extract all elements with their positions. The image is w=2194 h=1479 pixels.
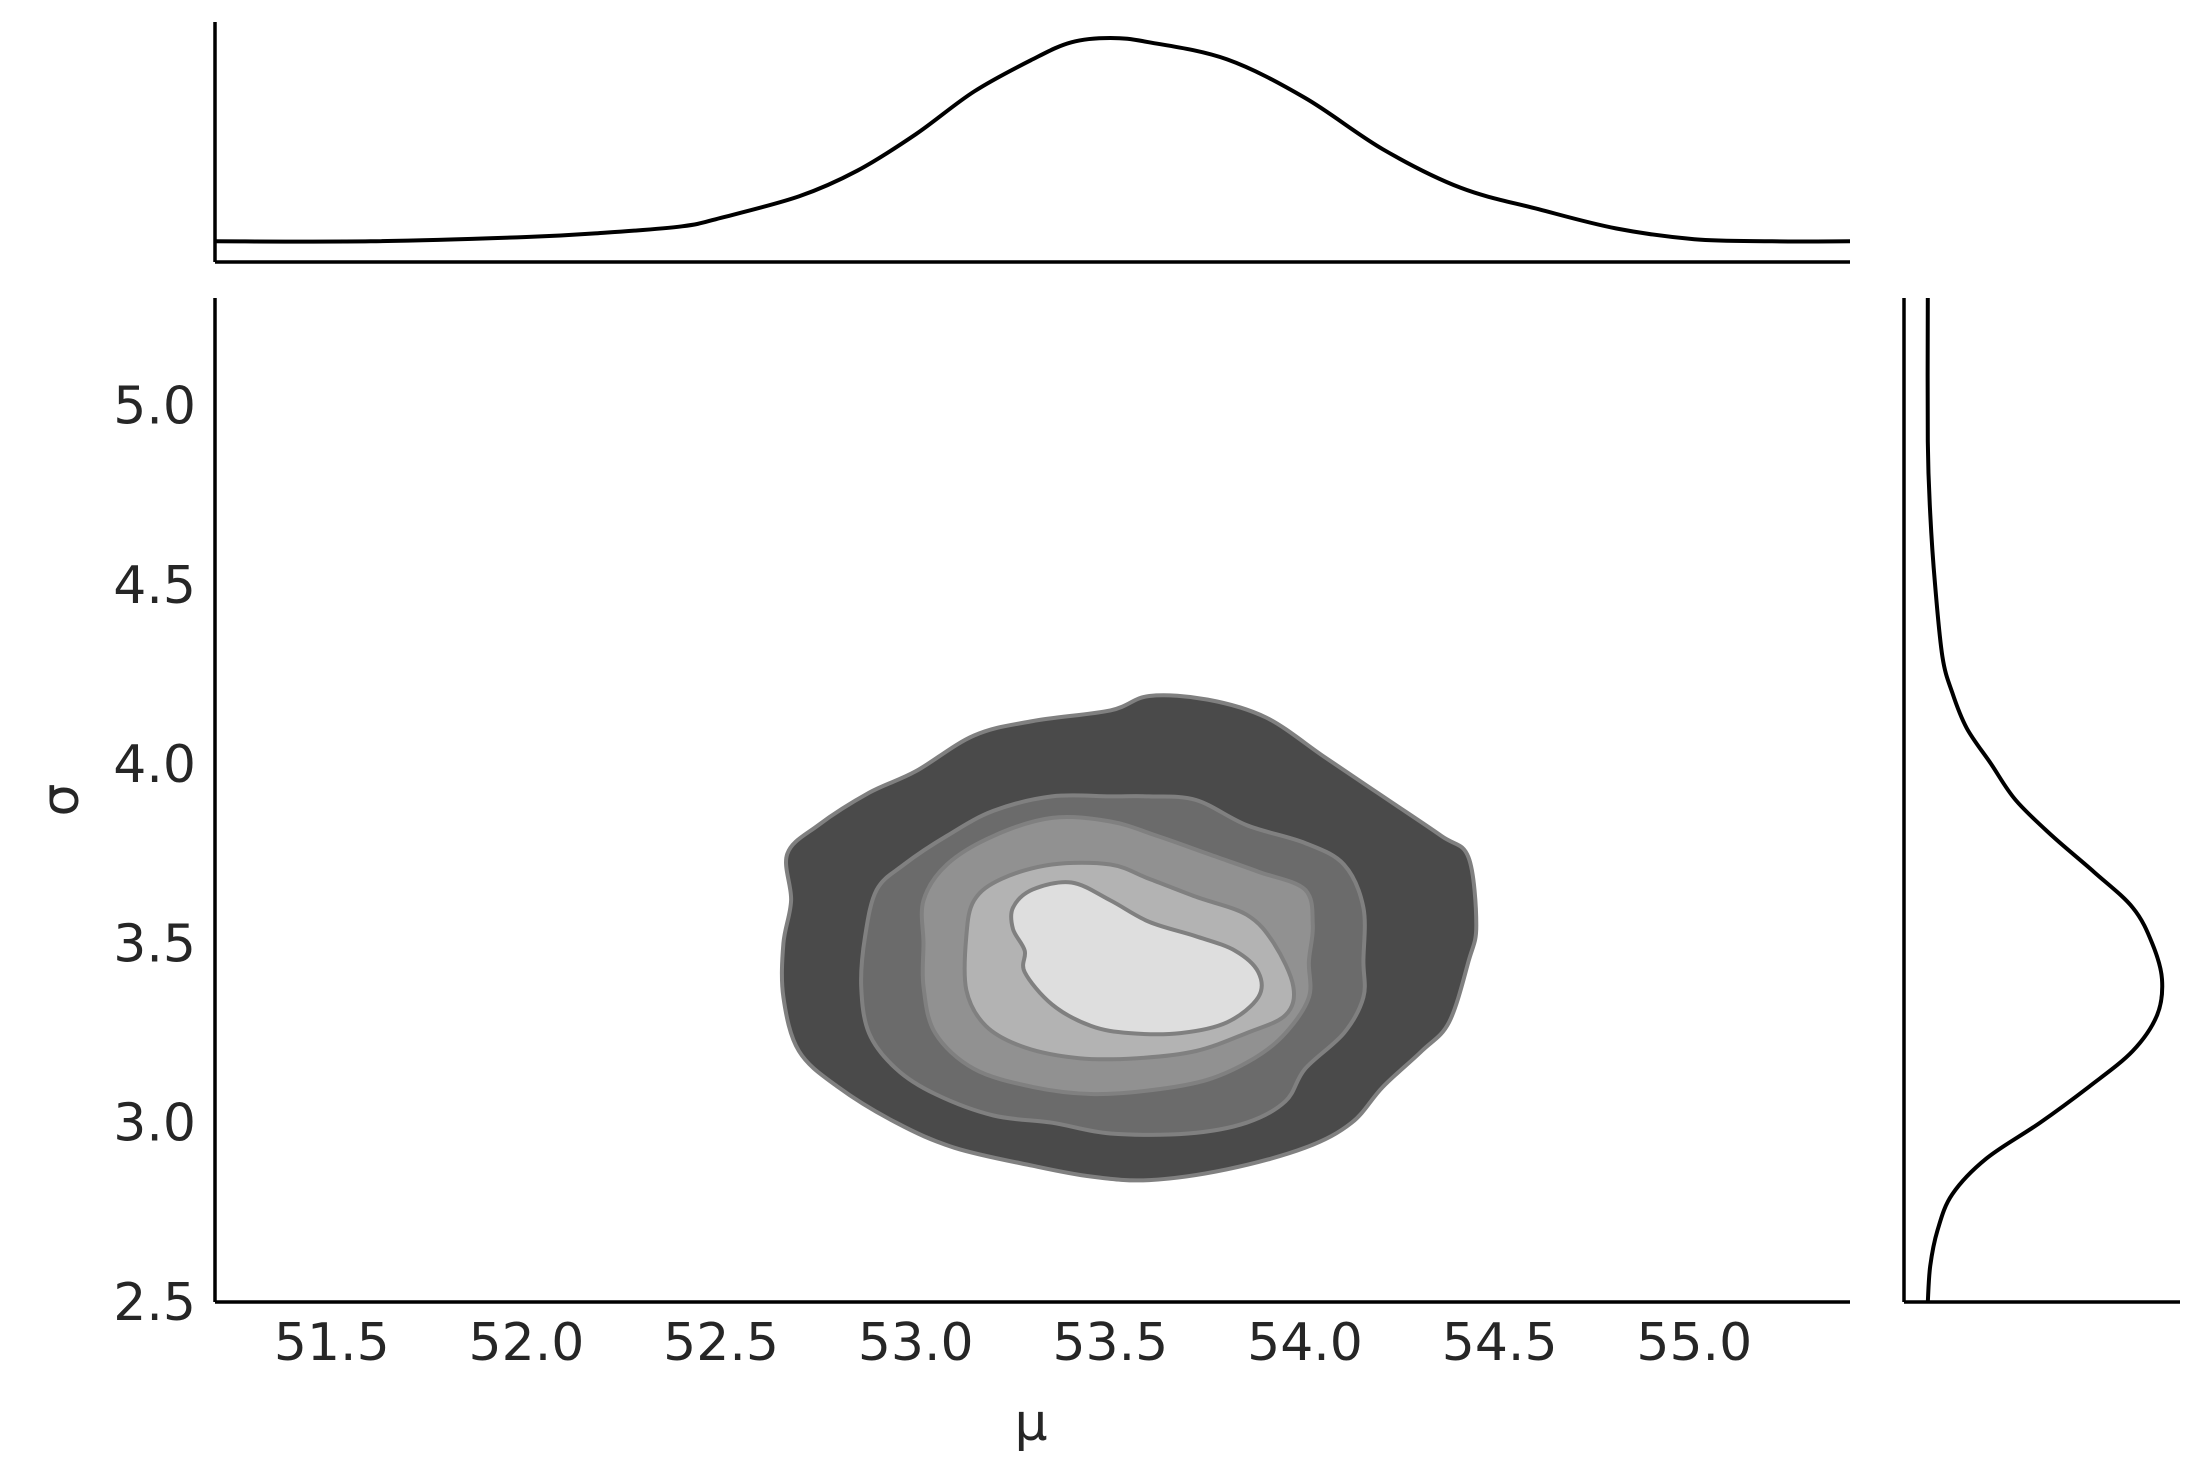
- axes-layer: [213, 22, 2180, 1304]
- x-tick-label: 53.0: [858, 1313, 974, 1373]
- y-tick-label: 4.0: [113, 735, 196, 795]
- marginal-y-layer: [1925, 297, 2165, 1303]
- marginal-x-density-line: [214, 35, 1851, 244]
- x-tick-label: 54.5: [1442, 1313, 1558, 1373]
- y-tick-label: 4.5: [113, 556, 196, 616]
- tick-label-layer: 51.5 52.0 52.5 53.0 53.5 54.0 54.5 55.0 2.5 3.0 3.…: [113, 377, 1752, 1373]
- x-tick-label: 53.5: [1052, 1313, 1168, 1373]
- x-tick-label: 54.0: [1247, 1313, 1363, 1373]
- kde-contour-layer: [779, 693, 1479, 1183]
- y-tick-label: 3.0: [113, 1094, 196, 1154]
- x-tick-label: 55.0: [1636, 1313, 1752, 1373]
- kde-contour-level-5: [1009, 880, 1264, 1037]
- x-tick-label: 52.0: [469, 1313, 585, 1373]
- y-tick-label: 2.5: [113, 1273, 196, 1333]
- marginal-x-layer: [214, 35, 1851, 244]
- x-tick-label: 52.5: [663, 1313, 779, 1373]
- x-axis-label: μ: [1014, 1393, 1047, 1453]
- marginal-y-density-line: [1925, 297, 2165, 1303]
- y-axis-label: σ: [31, 784, 91, 817]
- x-tick-label: 51.5: [274, 1313, 390, 1373]
- y-tick-label: 5.0: [113, 377, 196, 437]
- y-tick-label: 3.5: [113, 914, 196, 974]
